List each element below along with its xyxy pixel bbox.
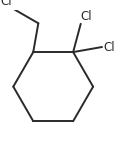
Text: Cl: Cl <box>103 41 115 54</box>
Text: Cl: Cl <box>81 10 92 23</box>
Text: Cl: Cl <box>0 0 12 8</box>
